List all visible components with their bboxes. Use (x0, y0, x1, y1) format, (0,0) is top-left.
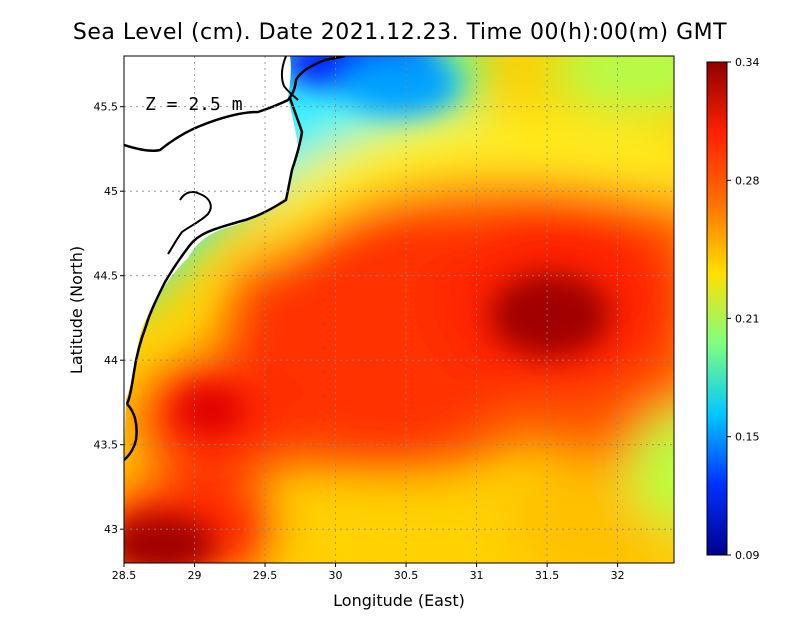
x-tick-label: 32 (611, 569, 625, 582)
colorbar-tick-label: 0.28 (735, 174, 760, 187)
x-tick-label: 28.5 (112, 569, 137, 582)
y-tick-label: 45.5 (94, 101, 119, 114)
estuary-outline (280, 56, 299, 101)
depth-label: Z = 2.5 m (145, 94, 243, 115)
coastline-north (124, 56, 346, 153)
field-dark-red-south (124, 515, 215, 563)
y-tick-label: 43.5 (94, 439, 119, 452)
x-tick-label: 29.5 (253, 569, 278, 582)
y-axis-title: Latitude (North) (67, 246, 86, 374)
x-axis-ticks: 28.5 29 29.5 30 30.5 31 31.5 32 (112, 563, 625, 582)
x-tick-label: 31.5 (535, 569, 560, 582)
sea-level-field (124, 56, 674, 563)
field-yellow-south (290, 490, 570, 563)
y-tick-label: 43 (104, 523, 118, 536)
y-tick-label: 44 (104, 354, 118, 367)
x-tick-label: 29 (188, 569, 202, 582)
land-area (124, 56, 298, 460)
colorbar-tick-label: 0.21 (735, 312, 760, 325)
field-green-east (630, 412, 674, 528)
field-yellow-north (260, 116, 674, 270)
graticule (124, 56, 674, 563)
coastline-southwest (124, 403, 138, 461)
colorbar (706, 61, 728, 556)
x-tick-label: 30.5 (394, 569, 419, 582)
coastline-west (125, 97, 304, 405)
field-red-spot (175, 385, 245, 435)
y-tick-label: 44.5 (94, 270, 119, 283)
colorbar-tick-label: 0.09 (735, 549, 760, 562)
x-tick-label: 31 (470, 569, 484, 582)
plot-frame (123, 55, 675, 564)
colorbar-ticks: 0.34 0.28 0.21 0.15 0.09 (727, 56, 760, 562)
colorbar-tick-label: 0.34 (735, 56, 760, 69)
field-lightblue-north (340, 56, 460, 115)
x-axis-title: Longitude (East) (333, 591, 465, 610)
y-tick-label: 45 (104, 185, 118, 198)
lagoon-outline (167, 191, 212, 255)
x-tick-label: 30 (329, 569, 343, 582)
y-axis-ticks: 43 43.5 44 44.5 45 45.5 (94, 101, 124, 536)
colorbar-tick-label: 0.15 (735, 431, 760, 444)
map-title: Sea Level (cm). Date 2021.12.23. Time 00… (72, 20, 728, 45)
field-green-northeast (550, 56, 674, 110)
field-dark-red-east (490, 273, 610, 357)
